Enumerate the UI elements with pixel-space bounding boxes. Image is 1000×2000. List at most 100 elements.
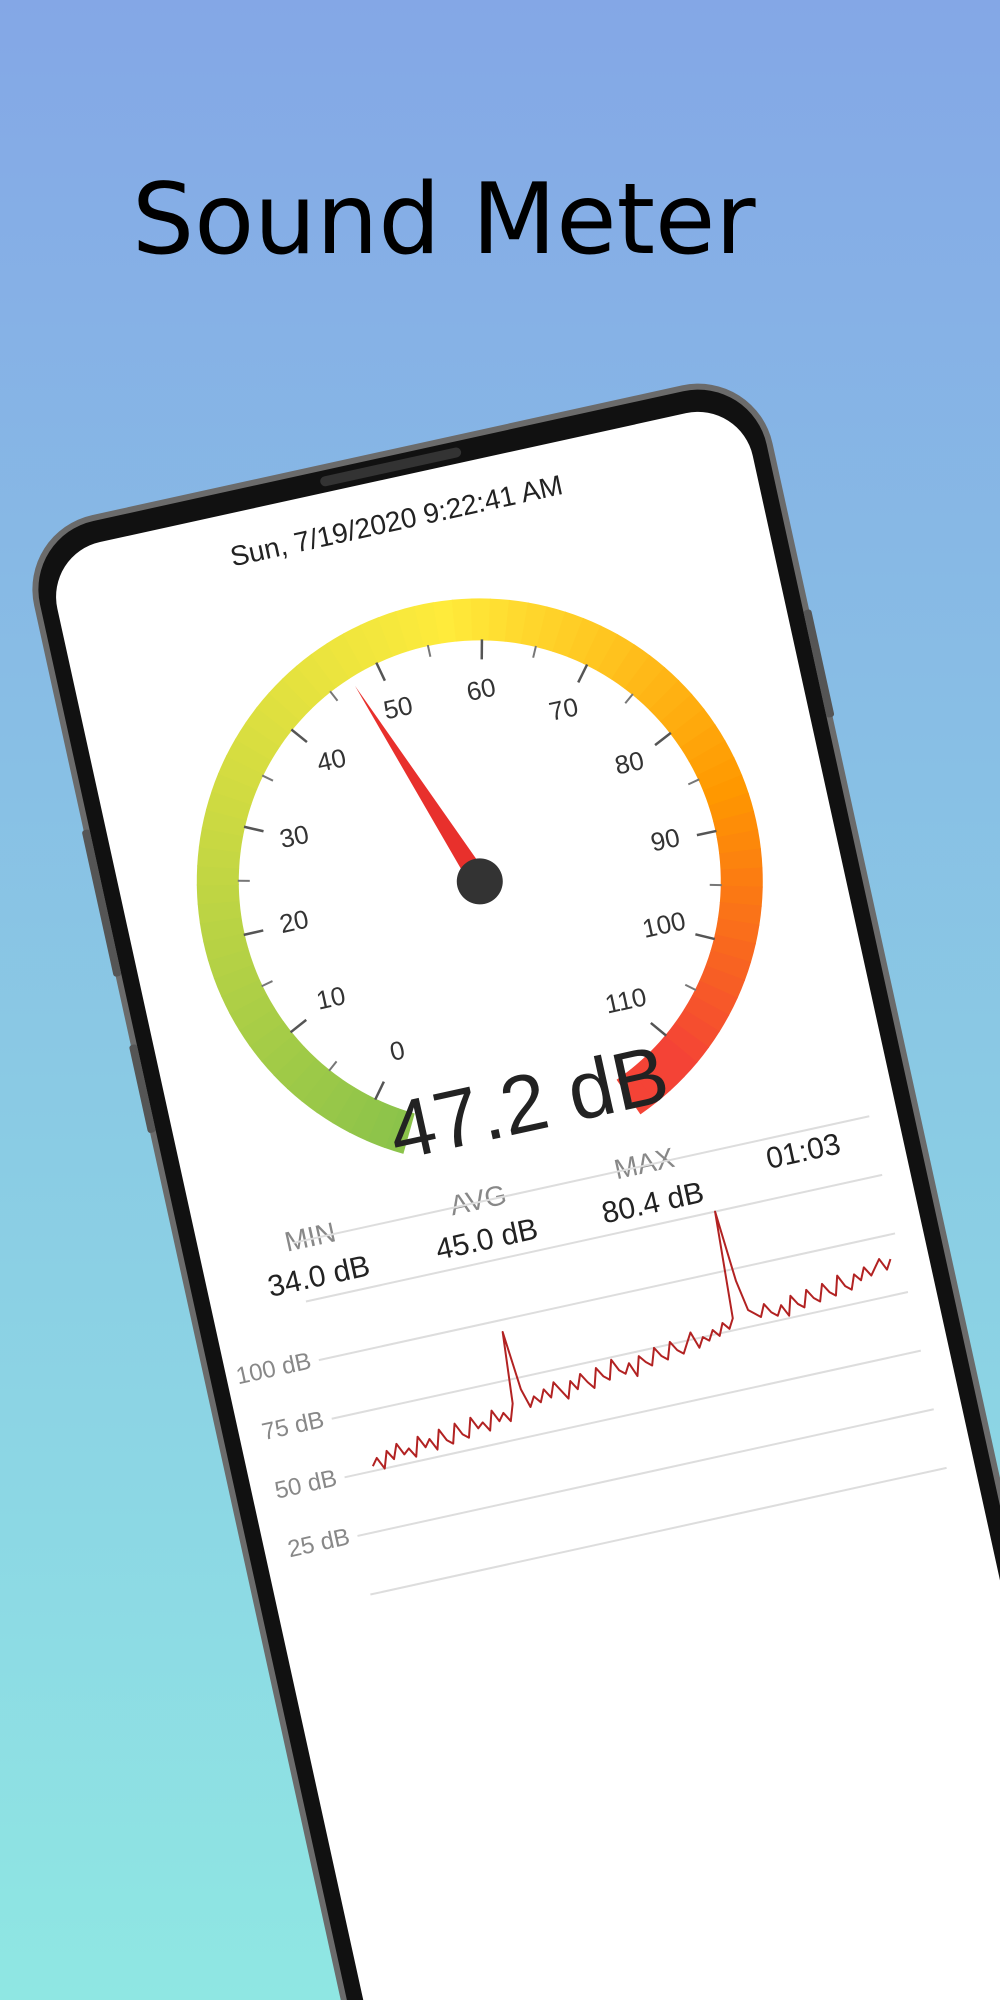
gauge-arc — [310, 642, 351, 689]
needle — [354, 685, 489, 887]
gauge-arc — [520, 602, 548, 648]
gauge-arc — [256, 692, 301, 734]
gauge-arc — [567, 617, 602, 664]
screen — [56, 411, 1000, 2000]
gauge-minor-tick — [624, 693, 634, 704]
gauge-arc — [610, 644, 651, 690]
gauge-arc — [414, 602, 441, 648]
gauge-arc — [719, 885, 763, 907]
gauge-label: 30 — [277, 819, 312, 855]
gauge-arc — [197, 900, 242, 924]
gauge-arc — [674, 1008, 720, 1049]
gauge-minor-tick — [328, 1060, 338, 1072]
side-button — [129, 1044, 156, 1133]
gauge-tick — [480, 639, 484, 660]
gauge-arc — [332, 1087, 370, 1133]
gauge-label: 40 — [314, 742, 349, 778]
gauge-arc — [268, 678, 312, 722]
gauge-arc — [470, 598, 491, 641]
gauge-arc — [720, 867, 763, 888]
gauge-arc — [260, 1033, 305, 1076]
gauge-arc — [636, 666, 680, 711]
gauge-label: 70 — [546, 691, 581, 727]
gauge-tick — [243, 825, 264, 833]
speaker — [320, 447, 462, 487]
grid-line — [331, 1291, 909, 1420]
gauge-tick — [577, 663, 589, 683]
gauge-tick — [696, 829, 717, 837]
gauge-arc — [360, 617, 394, 664]
gauge-arc — [719, 848, 763, 871]
gauge-minor-tick — [237, 879, 250, 882]
gauge-arc — [596, 634, 635, 680]
gauge-arc — [281, 665, 324, 710]
gauge-arc — [648, 679, 693, 723]
gauge-tick — [374, 1081, 385, 1101]
gauge-arc — [196, 883, 240, 905]
gauge-arc — [235, 722, 281, 761]
gauge-tick — [289, 1018, 308, 1034]
gauge-arc — [301, 1068, 342, 1114]
gauge-label: 20 — [277, 904, 312, 940]
needle-hub — [456, 858, 503, 905]
gauge-arc — [716, 829, 761, 855]
gauge-arc — [395, 605, 425, 652]
gauge-minor-tick — [261, 774, 274, 782]
gauge-arc — [207, 948, 254, 979]
gauge-label: 80 — [612, 745, 647, 781]
grid-line — [344, 1349, 922, 1479]
gauge-label: 0 — [387, 1034, 408, 1066]
gauge-minor-tick — [261, 980, 273, 988]
grid-line-extra — [292, 1115, 870, 1244]
gauge-arc — [699, 965, 746, 999]
gauge-arc — [196, 865, 240, 886]
gauge-arc — [295, 653, 337, 699]
gauge-arc — [616, 1069, 657, 1115]
gauge-label: 60 — [464, 672, 499, 708]
gauge-arc — [705, 949, 752, 981]
gauge-tick — [654, 731, 672, 747]
gauge-arc — [249, 1021, 294, 1062]
gauge-arc — [226, 738, 272, 775]
gauge-arc — [218, 755, 265, 790]
gauge-arc — [582, 625, 619, 672]
gauge-tick — [243, 929, 264, 937]
gauge-arc — [451, 598, 474, 642]
grid-line-extra — [370, 1466, 947, 1596]
gauge-arc — [326, 633, 365, 679]
gauge-arc — [670, 708, 716, 749]
gauge-arc — [710, 934, 756, 963]
gauge-minor-tick — [329, 690, 339, 702]
gauge-arc — [680, 724, 726, 763]
gauge-arc — [205, 790, 252, 821]
gauge-arc — [220, 978, 267, 1014]
gauge-arc — [273, 1046, 317, 1090]
gauge-minor-tick — [426, 644, 432, 657]
gauge-arc — [691, 980, 738, 1016]
side-button — [82, 829, 122, 977]
gauge-label: 90 — [648, 822, 683, 858]
gauge-arc — [238, 1007, 285, 1047]
gauge-arc — [708, 792, 755, 823]
level-line — [371, 1210, 892, 1470]
gauge-minor-tick — [709, 883, 722, 887]
gauge-arc — [660, 693, 705, 735]
gauge-label: 50 — [381, 690, 416, 726]
gauge-minor-tick — [684, 983, 697, 991]
gauge-arc — [696, 757, 743, 792]
gauge-arc — [198, 827, 244, 853]
gauge-arc — [201, 808, 247, 837]
gauge-arc — [664, 1022, 710, 1064]
grid-line-extra — [305, 1173, 883, 1303]
gauge-tick — [695, 933, 716, 941]
gauge-arc — [199, 916, 245, 943]
gauge-arc — [377, 610, 410, 657]
gauge-arc — [713, 810, 759, 839]
gauge-arc — [432, 599, 457, 644]
gauge-tick — [375, 662, 387, 682]
gauge-arc — [342, 624, 379, 671]
gauge-arc — [683, 994, 730, 1033]
